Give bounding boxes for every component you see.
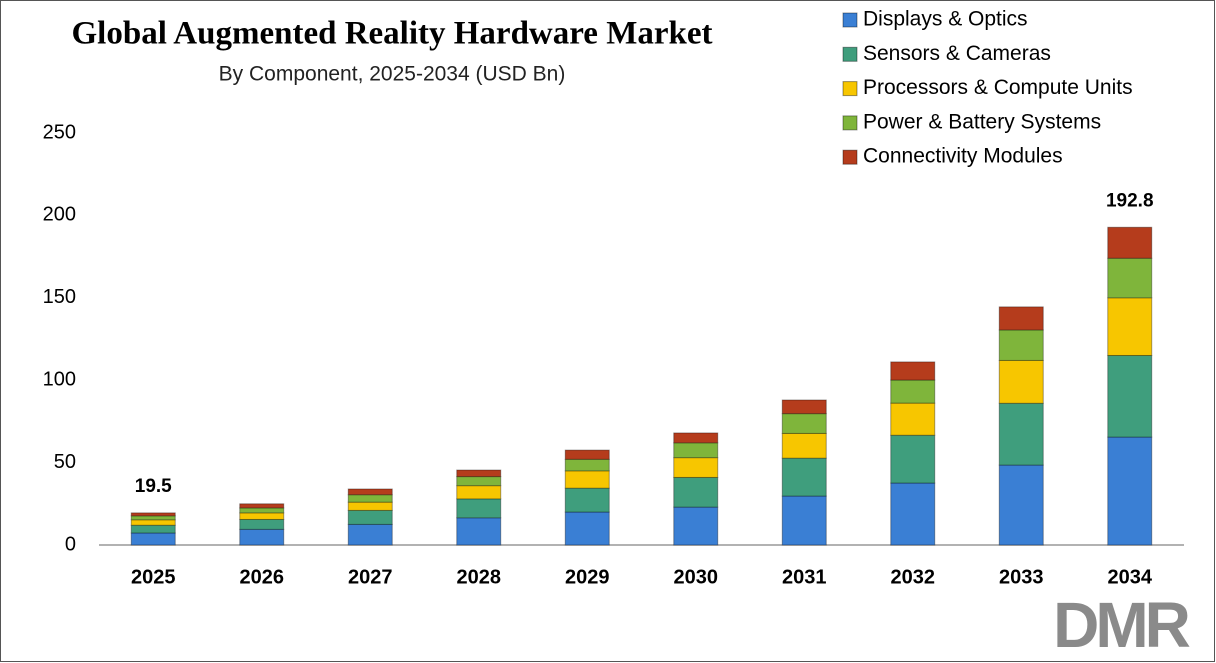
bar-segment (564, 511, 610, 546)
x-tick-label: 2034 (1108, 566, 1153, 588)
bar-segment (347, 501, 393, 511)
bar-segment (347, 488, 393, 496)
bar-segment (239, 512, 285, 520)
bar-segment (130, 515, 176, 521)
bar-segment (998, 402, 1044, 466)
legend-label: Processors & Compute Units (863, 76, 1133, 99)
bar-segment (347, 523, 393, 546)
bar-segment (673, 506, 719, 546)
bar-segment (456, 498, 502, 519)
bar-segment (1107, 354, 1153, 438)
bar-segment (239, 528, 285, 546)
chart-subtitle: By Component, 2025-2034 (USD Bn) (219, 63, 566, 86)
x-tick-label: 2030 (674, 566, 719, 588)
bar-segment (673, 442, 719, 459)
logo: DMR (1053, 589, 1190, 661)
bar-segment (890, 482, 936, 546)
legend-label: Connectivity Modules (863, 145, 1063, 168)
bar-segment (781, 495, 827, 546)
bar-segment (347, 509, 393, 525)
y-tick-label: 100 (43, 368, 76, 390)
x-tick-label: 2027 (348, 566, 393, 588)
chart-title: Global Augmented Reality Hardware Market (72, 16, 713, 52)
bar-segment (130, 519, 176, 526)
bar-segment (673, 476, 719, 508)
bar-segment (564, 470, 610, 489)
bar-segment (1107, 257, 1153, 299)
bar-segment (673, 432, 719, 444)
bar-segment (564, 487, 610, 513)
y-tick-label: 250 (43, 121, 76, 143)
legend-swatch (842, 149, 858, 165)
x-tick-label: 2033 (999, 566, 1044, 588)
bar-segment (998, 329, 1044, 361)
x-tick-label: 2032 (891, 566, 936, 588)
bar-segment (1107, 436, 1153, 546)
y-tick-label: 0 (65, 533, 76, 555)
bar-segment (1107, 297, 1153, 356)
bar-segment (673, 457, 719, 478)
bar-segment (1107, 226, 1153, 259)
bar-segment (564, 458, 610, 472)
bar-segment (239, 503, 285, 509)
bar-segment (456, 485, 502, 500)
legend-swatch (842, 81, 858, 97)
y-tick-label: 200 (43, 204, 76, 226)
total-label: 192.8 (1106, 190, 1154, 211)
total-label: 19.5 (135, 476, 172, 497)
legend-swatch (842, 115, 858, 131)
legend-label: Power & Battery Systems (863, 110, 1101, 133)
bar-segment (130, 524, 176, 534)
legend-label: Displays & Optics (863, 8, 1028, 31)
x-tick-label: 2025 (131, 566, 176, 588)
legend-swatch (842, 46, 858, 62)
bar-segment (890, 434, 936, 484)
y-tick-label: 150 (43, 286, 76, 308)
bar-segment (456, 469, 502, 478)
bar-segment (456, 517, 502, 546)
bar-segment (781, 399, 827, 415)
legend-swatch (842, 12, 858, 28)
legend-label: Sensors & Cameras (863, 42, 1051, 65)
bar-segment (781, 457, 827, 497)
x-tick-label: 2026 (240, 566, 285, 588)
bar-segment (347, 494, 393, 503)
bar-segment (239, 507, 285, 514)
x-tick-label: 2031 (782, 566, 827, 588)
bar-segment (890, 361, 936, 381)
bar-segment (998, 464, 1044, 546)
bar-segment (998, 359, 1044, 404)
bar-segment (564, 449, 610, 460)
bar-segment (890, 379, 936, 404)
bar-segment (998, 306, 1044, 331)
y-tick-label: 50 (54, 451, 76, 473)
bar-segment (781, 432, 827, 459)
bar-segment (239, 518, 285, 530)
bar-segment (781, 413, 827, 434)
bar-segment (130, 512, 176, 517)
bar-segment (130, 532, 176, 546)
bar-segment (890, 402, 936, 436)
bar-segment (456, 476, 502, 487)
x-tick-label: 2029 (565, 566, 610, 588)
x-tick-label: 2028 (457, 566, 502, 588)
